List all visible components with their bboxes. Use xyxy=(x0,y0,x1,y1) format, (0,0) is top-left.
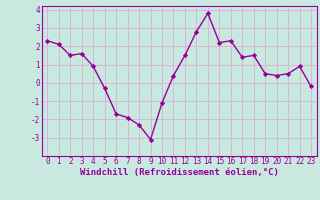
X-axis label: Windchill (Refroidissement éolien,°C): Windchill (Refroidissement éolien,°C) xyxy=(80,168,279,177)
